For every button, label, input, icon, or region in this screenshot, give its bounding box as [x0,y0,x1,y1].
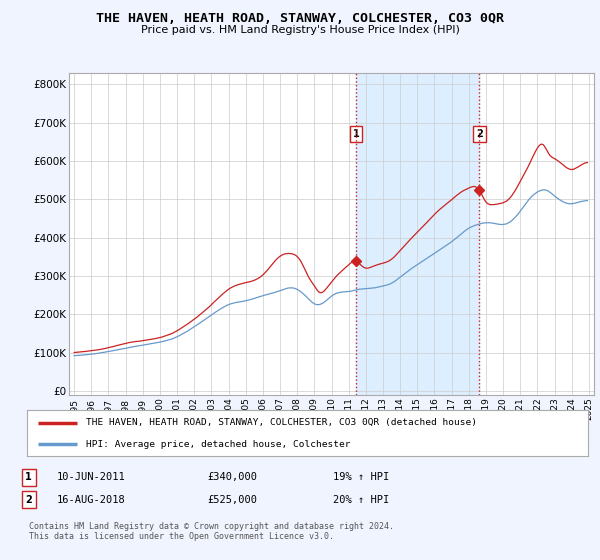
Text: 19% ↑ HPI: 19% ↑ HPI [333,472,389,482]
Text: £525,000: £525,000 [207,494,257,505]
Text: 2: 2 [25,494,32,505]
Text: 1: 1 [353,129,359,139]
Text: 20% ↑ HPI: 20% ↑ HPI [333,494,389,505]
Text: Contains HM Land Registry data © Crown copyright and database right 2024.
This d: Contains HM Land Registry data © Crown c… [29,522,394,542]
Text: THE HAVEN, HEATH ROAD, STANWAY, COLCHESTER, CO3 0QR (detached house): THE HAVEN, HEATH ROAD, STANWAY, COLCHEST… [86,418,477,427]
Text: THE HAVEN, HEATH ROAD, STANWAY, COLCHESTER, CO3 0QR: THE HAVEN, HEATH ROAD, STANWAY, COLCHEST… [96,12,504,25]
Text: 16-AUG-2018: 16-AUG-2018 [57,494,126,505]
Bar [356,73,479,395]
Text: £340,000: £340,000 [207,472,257,482]
Text: HPI: Average price, detached house, Colchester: HPI: Average price, detached house, Colc… [86,440,350,449]
Text: 1: 1 [25,472,32,482]
Text: 10-JUN-2011: 10-JUN-2011 [57,472,126,482]
Text: Price paid vs. HM Land Registry's House Price Index (HPI): Price paid vs. HM Land Registry's House … [140,25,460,35]
Text: 2: 2 [476,129,483,139]
